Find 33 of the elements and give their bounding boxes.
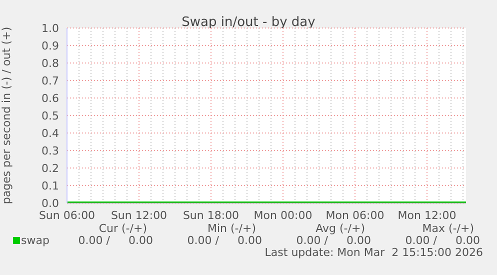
x-tick-label: Sun 06:00 xyxy=(38,208,96,222)
text: 0.00 xyxy=(238,234,262,247)
text: Max (-/+) xyxy=(422,222,474,235)
y-tick-label: 0.3 xyxy=(42,144,59,158)
x-tick-label: Sun 12:00 xyxy=(110,208,168,222)
x-tick-label: Mon 06:00 xyxy=(326,208,384,222)
y-tick-label: 0.0 xyxy=(42,196,59,210)
y-tick-label: 0.2 xyxy=(42,162,59,175)
text: 0.00 xyxy=(456,234,480,247)
y-tick-label: 0.7 xyxy=(42,74,59,88)
text: Min (-/+) xyxy=(208,222,256,235)
text: Last update: Mon Mar 2 15:15:00 2026 xyxy=(264,246,483,259)
x-tick-label: Sun 18:00 xyxy=(182,208,240,222)
chart-title: Swap in/out - by day xyxy=(182,15,316,30)
text: 0.00 / xyxy=(78,234,110,247)
text: 0.00 / xyxy=(296,234,328,247)
text: 0.00 / xyxy=(405,234,437,247)
y-tick-label: 0.9 xyxy=(42,39,59,52)
text: Avg (-/+) xyxy=(316,222,365,235)
text: 0.00 / xyxy=(187,234,219,247)
text: Cur (-/+) xyxy=(98,222,147,235)
x-tick-label: Mon 00:00 xyxy=(254,208,312,222)
y-tick-label: 0.4 xyxy=(42,126,59,140)
y-tick-label: 0.8 xyxy=(42,56,59,70)
legend-label: swap xyxy=(20,234,50,247)
y-tick-label: 1.0 xyxy=(42,22,59,35)
x-tick-label: Mon 12:00 xyxy=(398,208,456,222)
y-tick-label: 0.6 xyxy=(42,92,59,105)
text: 0.00 xyxy=(346,234,371,247)
y-axis-title: pages per second in (-) / out (+) xyxy=(0,26,13,204)
text: 0.00 xyxy=(128,234,153,247)
y-tick-label: 0.1 xyxy=(42,179,59,192)
y-tick-label: 0.5 xyxy=(42,109,59,122)
